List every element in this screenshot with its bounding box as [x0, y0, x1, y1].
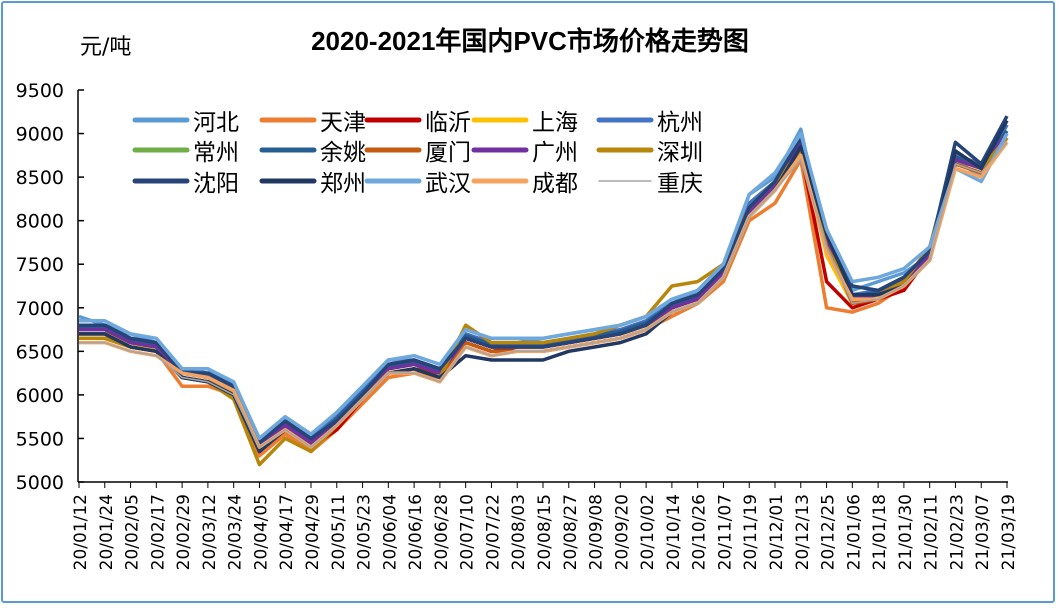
y-tick-label: 8500 [16, 167, 64, 189]
legend-label: 郑州 [320, 171, 366, 197]
x-tick-label: 21/02/11 [922, 494, 942, 570]
x-tick-label: 20/05/11 [329, 494, 349, 570]
x-tick-label: 20/04/17 [277, 494, 297, 570]
legend-label: 上海 [532, 110, 578, 136]
legend-item: 沈阳 [132, 171, 239, 197]
legend-item: 余姚 [259, 140, 366, 166]
x-tick-label: 20/10/02 [638, 494, 658, 570]
legend-item: 杭州 [596, 110, 703, 136]
y-tick-label: 5000 [16, 472, 64, 494]
x-tick-label: 20/04/29 [303, 494, 323, 570]
x-tick-label: 20/04/05 [251, 494, 271, 570]
legend-item: 上海 [471, 110, 578, 136]
legend-label: 余姚 [320, 140, 366, 166]
chart-title: 2020-2021年国内PVC市场价格走势图 [311, 26, 749, 56]
x-tick-label: 20/07/10 [458, 494, 478, 570]
x-tick-label: 20/02/17 [148, 494, 168, 570]
legend-item: 常州 [132, 140, 239, 166]
y-tick-label: 5500 [16, 428, 64, 450]
legend-item: 临沂 [364, 110, 471, 136]
x-tick-label: 21/03/07 [973, 494, 993, 570]
x-tick-label: 20/09/20 [612, 494, 632, 570]
series-line-14 [79, 141, 1008, 448]
x-tick-label: 20/03/12 [200, 494, 220, 570]
x-tick-label: 20/06/28 [432, 494, 452, 570]
legend-label: 成都 [532, 171, 578, 197]
legend-label: 广州 [532, 140, 578, 166]
legend-item: 河北 [132, 110, 239, 136]
x-tick-label: 20/01/24 [97, 494, 117, 570]
legend-label: 杭州 [657, 110, 703, 136]
legend-label: 厦门 [425, 140, 471, 166]
legend-label: 天津 [320, 110, 366, 136]
x-tick-label: 20/03/24 [226, 494, 246, 570]
series-line-12 [79, 131, 1009, 441]
y-tick-label: 8000 [16, 211, 64, 233]
legend-item: 天津 [259, 110, 366, 136]
legend-item: 郑州 [259, 171, 366, 197]
legend-item: 成都 [471, 171, 578, 197]
x-tick-label: 20/11/07 [715, 494, 735, 570]
legend-item: 广州 [471, 140, 578, 166]
y-axis-unit-label: 元/吨 [80, 35, 131, 60]
legend-label: 河北 [193, 110, 239, 136]
x-tick-label: 20/12/01 [767, 494, 787, 570]
x-tick-label: 21/01/06 [844, 494, 864, 570]
y-tick-label: 7000 [16, 298, 64, 320]
y-tick-label: 9500 [16, 80, 64, 102]
x-tick-label: 20/11/19 [741, 494, 761, 570]
x-tick-label: 20/08/27 [561, 494, 581, 570]
legend-label: 重庆 [657, 171, 703, 197]
x-tick-label: 20/08/15 [535, 494, 555, 570]
legend-label: 临沂 [425, 110, 471, 136]
x-tick-label: 20/02/29 [174, 494, 194, 570]
x-tick-label: 20/12/25 [819, 494, 839, 570]
x-tick-label: 20/07/22 [483, 494, 503, 570]
y-tick-label: 9000 [16, 124, 64, 146]
x-tick-label: 20/08/03 [509, 494, 529, 570]
x-tick-label: 21/01/30 [896, 494, 916, 570]
y-tick-label: 7500 [16, 254, 64, 276]
x-tick-label: 20/06/16 [406, 494, 426, 570]
x-tick-label: 20/12/13 [793, 494, 813, 570]
x-tick-label: 20/10/26 [690, 494, 710, 570]
y-tick-label: 6500 [16, 341, 64, 363]
series-line-10 [79, 115, 1009, 445]
y-tick-label: 6000 [16, 385, 64, 407]
x-tick-label: 21/01/18 [870, 494, 890, 570]
legend-label: 深圳 [657, 140, 703, 166]
x-tick-label: 20/02/05 [123, 494, 143, 570]
x-tick-label: 21/03/19 [999, 494, 1019, 570]
legend-item: 厦门 [364, 140, 471, 166]
legend-item: 重庆 [598, 171, 703, 197]
legend-item: 武汉 [364, 171, 471, 197]
x-tick-label: 21/02/23 [947, 494, 967, 570]
x-tick-label: 20/09/08 [587, 494, 607, 570]
x-tick-label: 20/01/12 [71, 494, 91, 570]
legend-label: 常州 [193, 140, 239, 166]
x-tick-label: 20/05/23 [355, 494, 375, 570]
x-tick-label: 20/10/14 [664, 494, 684, 570]
legend-label: 沈阳 [193, 171, 239, 197]
x-tick-label: 20/06/04 [380, 494, 400, 570]
legend-label: 武汉 [425, 171, 471, 197]
legend-item: 深圳 [596, 140, 703, 166]
